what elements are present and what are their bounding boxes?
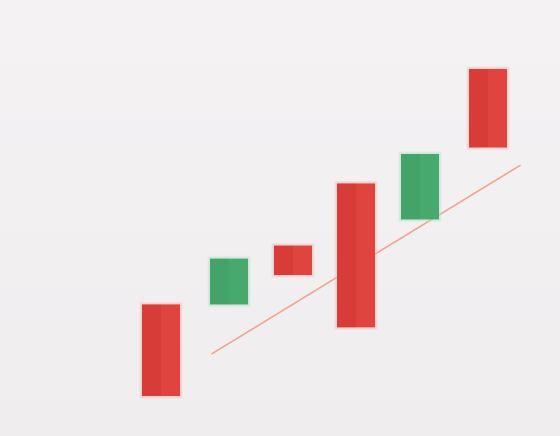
candle-2	[208, 256, 250, 307]
candle-shade	[337, 183, 356, 328]
candle-body-red	[337, 183, 375, 328]
candle-body-red	[142, 304, 180, 396]
candle-3	[272, 243, 314, 278]
candle-1	[140, 302, 182, 398]
candle-shade	[142, 304, 161, 396]
candle-body-red	[274, 245, 312, 276]
candle-4	[335, 181, 377, 330]
candle-body-green	[210, 258, 248, 305]
candle-shade	[469, 69, 488, 148]
candle-shade	[274, 245, 293, 276]
candle-shade	[401, 154, 420, 220]
candle-body-red	[469, 69, 507, 148]
candle-shade	[210, 258, 229, 305]
candle-6	[467, 67, 509, 150]
candle-body-green	[401, 154, 439, 220]
candle-5	[399, 152, 441, 222]
